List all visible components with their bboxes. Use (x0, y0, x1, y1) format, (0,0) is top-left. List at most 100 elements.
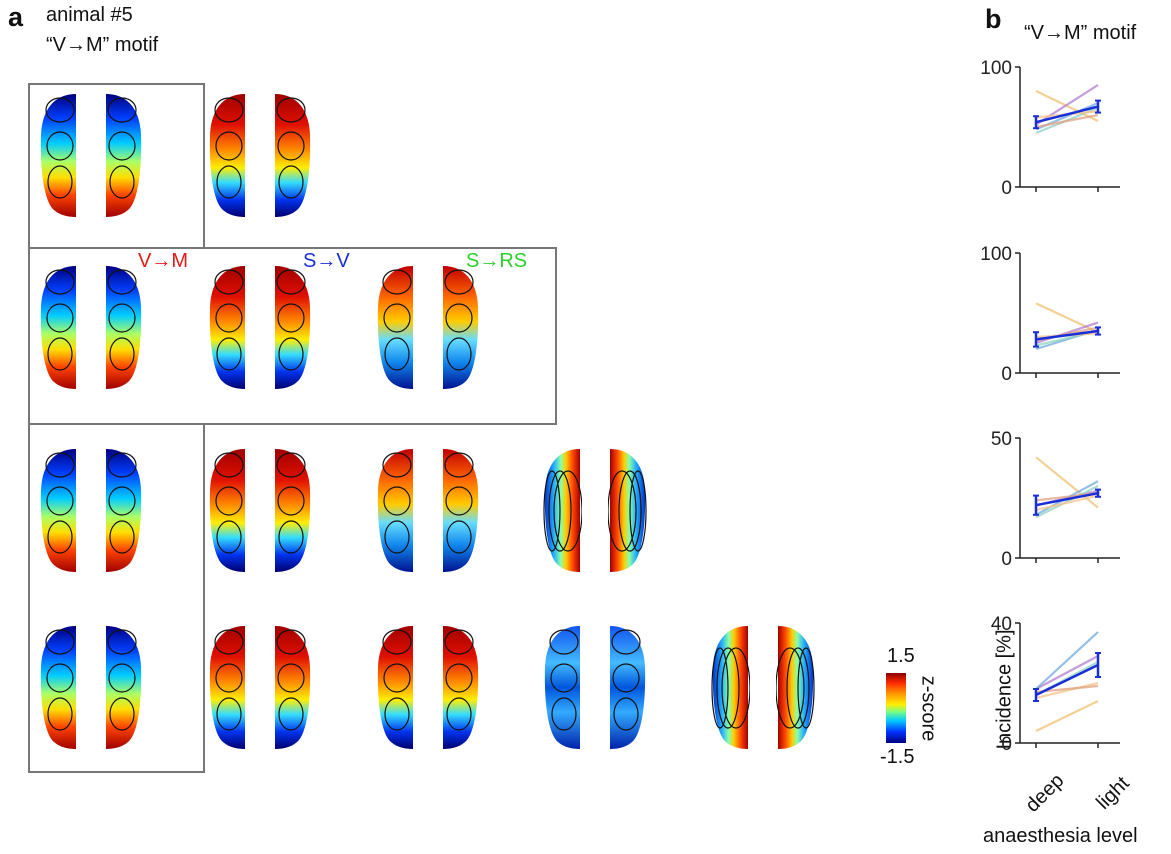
hemisphere-fill (106, 449, 142, 572)
hemisphere-fill (209, 266, 245, 389)
contour-line (109, 520, 135, 554)
contour-line (214, 452, 244, 478)
hemisphere-fill (40, 449, 76, 572)
contour-line (107, 629, 137, 655)
contour-line (551, 697, 577, 731)
brain-map-pair (373, 445, 537, 577)
contour-line (46, 131, 74, 161)
hemisphere-right (443, 626, 479, 749)
contour-line (549, 629, 579, 655)
contour-line (108, 486, 136, 516)
contour-line (277, 303, 305, 333)
hemisphere-fill (610, 626, 646, 749)
contour-line (108, 303, 136, 333)
hemisphere-left (209, 94, 245, 217)
contour-line (46, 303, 74, 333)
contour-line (797, 647, 815, 729)
contour-line (550, 663, 578, 693)
hemisphere-right (275, 626, 311, 749)
contour-line (716, 647, 740, 729)
contour-line (109, 165, 135, 199)
contour-line (548, 470, 572, 552)
contour-line (786, 647, 810, 729)
contour-line (276, 97, 306, 123)
contour-line (613, 697, 639, 731)
hemisphere-left (711, 626, 750, 749)
y-tick-label: 0 (1001, 364, 1012, 385)
hemisphere-fill (275, 266, 311, 389)
series-line (1035, 681, 1099, 700)
hemisphere-left (209, 626, 245, 749)
hemisphere-fill (443, 626, 479, 749)
contour-line (108, 663, 136, 693)
hemisphere-left (543, 449, 582, 572)
contour-line (384, 337, 410, 371)
hemisphere-left (377, 449, 413, 572)
incidence-subplot-3: 0 50 (991, 429, 1120, 570)
hemisphere-right (610, 626, 646, 749)
hemisphere-left (209, 449, 245, 572)
contour-line (446, 337, 472, 371)
panel-a-letter: a (8, 2, 24, 32)
contour-line (278, 697, 304, 731)
hemisphere-right (106, 266, 142, 389)
contour-line (107, 452, 137, 478)
hemisphere-fill (544, 626, 580, 749)
hemisphere-fill (40, 266, 76, 389)
contour-line (383, 486, 411, 516)
hemisphere-fill (377, 449, 413, 572)
contour-line (216, 165, 242, 199)
y-tick-label: 40 (991, 614, 1012, 635)
hemisphere-fill (209, 94, 245, 217)
hemisphere-fill (544, 449, 580, 572)
contour-line (278, 337, 304, 371)
contour-line (776, 647, 805, 729)
hemisphere-left (40, 449, 76, 572)
panel-b-letter: b (985, 4, 1002, 34)
contour-line (553, 470, 582, 552)
y-tick-label: 100 (980, 58, 1012, 79)
hemisphere-fill (209, 626, 245, 749)
contour-line (721, 647, 750, 729)
hemisphere-left (40, 94, 76, 217)
hemisphere-fill (106, 626, 142, 749)
contour-line (543, 470, 561, 552)
hemisphere-fill (106, 266, 142, 389)
panel-a-title-motif: “V→M” motif (46, 34, 159, 56)
hemisphere-fill (377, 266, 413, 389)
colorbar (886, 673, 906, 743)
contour-line (109, 337, 135, 371)
contour-line (383, 303, 411, 333)
contour-line (45, 629, 75, 655)
incidence-plots: 0 100 0 100 0 50 0 40 (980, 58, 1120, 755)
contour-line (107, 269, 137, 295)
contour-line (446, 697, 472, 731)
hemisphere-fill (610, 449, 646, 572)
hemisphere-right (275, 266, 311, 389)
contour-line (444, 269, 474, 295)
contour-line (277, 486, 305, 516)
x-tick-label-light: light (1092, 772, 1134, 814)
hemisphere-fill (443, 449, 479, 572)
motif-box-row-2 (28, 247, 557, 425)
contour-line (46, 486, 74, 516)
hemisphere-right (275, 94, 311, 217)
row-label-s2rs: S→RS (466, 250, 528, 272)
contour-line (277, 663, 305, 693)
brain-map-pair (36, 445, 200, 577)
contour-line (47, 697, 73, 731)
hemisphere-left (209, 266, 245, 389)
contour-line (444, 452, 474, 478)
contour-line (276, 269, 306, 295)
contour-line (214, 629, 244, 655)
brain-map-pair (708, 622, 872, 754)
incidence-subplot-1: 0 100 (980, 58, 1120, 199)
panel-a-title-animal: animal #5 (46, 4, 133, 26)
brain-map-pair (205, 445, 369, 577)
hemisphere-left (40, 266, 76, 389)
contour-line (611, 629, 641, 655)
contour-line (276, 452, 306, 478)
incidence-subplot-4: 0 40 (991, 614, 1120, 755)
colorbar-max-label: 1.5 (887, 645, 915, 667)
y-tick-label: 0 (1001, 549, 1012, 570)
